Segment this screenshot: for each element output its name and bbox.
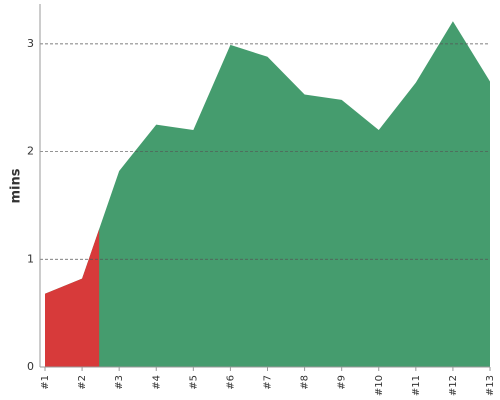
x-tick-label: #6 (225, 375, 236, 390)
y-tick-label: 1 (27, 252, 34, 265)
y-tick-label: 2 (27, 145, 34, 158)
x-tick-label: #3 (114, 375, 125, 390)
x-tick-label: #11 (411, 375, 422, 396)
x-tick-label: #1 (40, 375, 51, 390)
y-tick-label: 3 (27, 37, 34, 50)
y-tick-label: 0 (27, 360, 34, 373)
x-tick-label: #13 (485, 375, 496, 396)
x-tick-label: #8 (300, 375, 311, 390)
area-below-threshold (45, 229, 100, 367)
area (45, 21, 490, 367)
x-tick-label: #12 (448, 375, 459, 396)
x-tick-label: #10 (374, 375, 385, 396)
x-tick-label: #2 (77, 375, 88, 390)
x-tick-label: #9 (337, 375, 348, 390)
x-tick-label: #5 (188, 375, 199, 390)
x-tick-label: #4 (151, 375, 162, 390)
y-axis-label: mins (9, 168, 24, 203)
x-tick-label: #7 (263, 375, 274, 390)
